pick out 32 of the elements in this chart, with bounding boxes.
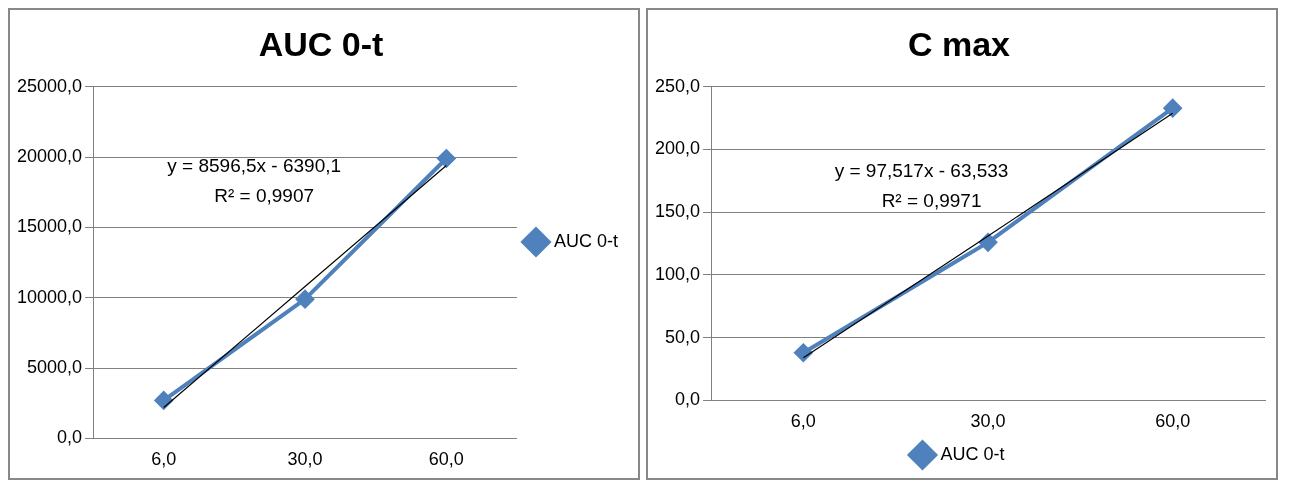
x-tick-label: 30,0 (970, 411, 1006, 432)
annotation: R² = 0,9907 (214, 184, 315, 206)
y-tick-label: 150,0 (655, 201, 701, 222)
chart-title: C max (907, 24, 1011, 63)
legend-label: AUC 0-t (940, 443, 1005, 464)
y-tick-label: 5000,0 (27, 357, 83, 378)
y-tick-label: 200,0 (655, 138, 701, 159)
legend-label: AUC 0-t (553, 230, 618, 251)
y-tick-label: 100,0 (655, 263, 701, 284)
x-tick-label: 60,0 (428, 449, 464, 470)
annotation: y = 8596,5x - 6390,1 (167, 154, 342, 176)
x-tick-label: 6,0 (151, 449, 177, 470)
chart-title: AUC 0-t (258, 24, 384, 63)
y-tick-label: 0,0 (57, 427, 83, 448)
y-tick-label: 15000,0 (16, 216, 83, 237)
point (154, 391, 173, 410)
x-tick-label: 6,0 (790, 411, 816, 432)
y-tick-label: 0,0 (675, 389, 701, 410)
y-tick-label: 250,0 (655, 75, 701, 96)
x-tick-label: 60,0 (1155, 411, 1191, 432)
annotation: y = 97,517x - 63,533 (834, 160, 1009, 182)
y-tick-label: 50,0 (665, 326, 701, 347)
point (794, 343, 813, 362)
point (296, 290, 315, 309)
y-tick-label: 10000,0 (16, 286, 83, 307)
annotation: R² = 0,9971 (881, 190, 982, 212)
x-tick-label: 30,0 (287, 449, 323, 470)
y-tick-label: 25000,0 (16, 75, 83, 96)
y-tick-label: 20000,0 (16, 146, 83, 167)
point (1163, 99, 1182, 118)
point (979, 233, 998, 252)
point (437, 149, 456, 168)
